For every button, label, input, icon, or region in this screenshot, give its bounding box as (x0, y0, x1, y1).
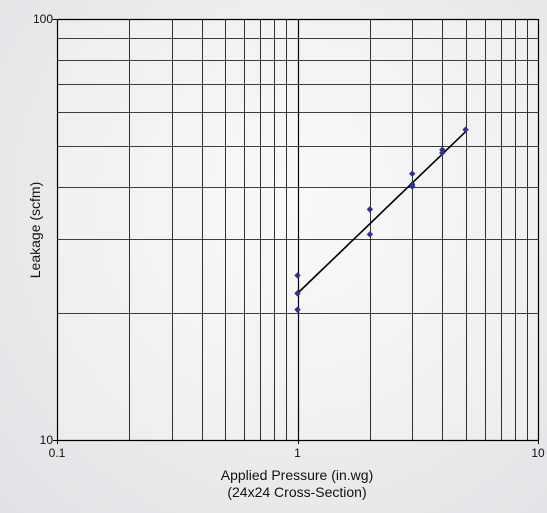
x-tick-label: 10 (531, 446, 545, 460)
y-tick-label: 100 (33, 12, 53, 26)
grid-lines (53, 18, 540, 444)
data-point (294, 290, 301, 297)
tick-labels: 0.1 1 10 10 100 (33, 12, 545, 460)
trendline (296, 131, 467, 294)
data-point (294, 272, 301, 279)
x-axis-subtitle: (24x24 Cross-Section) (227, 484, 366, 500)
y-axis-title: Leakage (scfm) (27, 182, 43, 278)
plot-area (57, 19, 538, 440)
data-point (409, 170, 416, 177)
data-point (366, 206, 374, 213)
data-points (294, 126, 469, 313)
x-tick-label: 1 (294, 446, 301, 460)
x-tick-label: 0.1 (49, 446, 66, 460)
data-point (462, 126, 469, 133)
y-tick-label: 10 (40, 433, 54, 447)
data-point (366, 231, 374, 238)
data-point (409, 183, 416, 190)
x-axis-title: Applied Pressure (in.wg) (221, 467, 374, 483)
trendline-segment (296, 131, 467, 294)
data-point (294, 306, 301, 313)
data-point (439, 149, 446, 157)
